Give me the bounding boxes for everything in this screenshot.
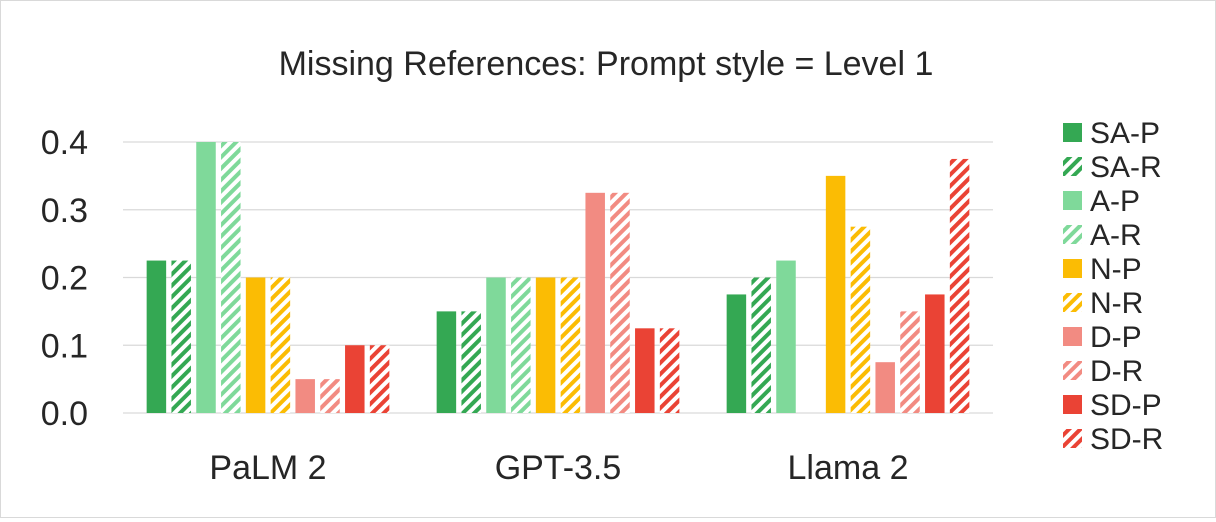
bar-palm-2-sd-r	[369, 345, 390, 413]
bar-gpt-3-5-sd-r	[659, 328, 680, 413]
bar-gpt-3-5-d-p	[585, 192, 605, 413]
legend-label-d-p: D-P	[1090, 321, 1142, 354]
legend-label-d-r: D-R	[1090, 355, 1143, 388]
legend-label-sd-p: SD-P	[1090, 389, 1162, 422]
grid-lines	[123, 141, 993, 414]
bar-llama-2-d-r	[900, 311, 920, 413]
bar-gpt-3-5-d-r	[610, 192, 630, 413]
y-axis-ticks: 0.0 0.1 0.2 0.3 0.4	[41, 124, 88, 433]
bar-gpt-3-5-n-p	[535, 277, 556, 413]
bar-llama-2-d-p	[875, 362, 895, 413]
bar-llama-2-n-p	[825, 175, 846, 413]
y-tick-label: 0.1	[41, 327, 88, 365]
x-axis-ticks: PaLM 2 GPT-3.5 Llama 2	[209, 449, 908, 487]
legend-label-n-r: N-R	[1090, 287, 1143, 320]
legend-label-a-r: A-R	[1090, 219, 1142, 252]
legend-label-a-p: A-P	[1090, 185, 1140, 218]
bar-palm-2-n-p	[245, 277, 266, 413]
bar-llama-2-n-r	[850, 226, 871, 413]
chart-title: Missing References: Prompt style = Level…	[279, 45, 934, 83]
legend-swatch-d-r	[1063, 361, 1082, 380]
legend-swatch-a-p	[1063, 191, 1082, 210]
bar-palm-2-a-r	[221, 142, 241, 413]
bar-gpt-3-5-sa-r	[461, 311, 481, 413]
bar-gpt-3-5-sd-p	[635, 328, 655, 413]
y-tick-label: 0.4	[41, 124, 88, 162]
bar-llama-2-sa-p	[726, 294, 747, 413]
bar-palm-2-sd-p	[345, 345, 365, 413]
bar-palm-2-d-r	[320, 379, 340, 413]
legend-swatch-n-p	[1063, 259, 1082, 278]
legend-swatch-d-p	[1063, 327, 1082, 346]
bar-llama-2-sd-r	[949, 158, 970, 413]
y-tick-label: 0.2	[41, 260, 88, 298]
y-tick-label: 0.0	[41, 395, 88, 433]
legend-label-sa-p: SA-P	[1090, 117, 1160, 150]
legend-label-n-p: N-P	[1090, 253, 1142, 286]
legend-label-sd-r: SD-R	[1090, 423, 1163, 456]
bar-gpt-3-5-sa-p	[436, 311, 457, 413]
bar-palm-2-sa-r	[171, 260, 191, 413]
bar-palm-2-sa-p	[146, 260, 167, 413]
bar-llama-2-sa-r	[751, 277, 771, 413]
y-tick-label: 0.3	[41, 192, 88, 230]
bar-llama-2-sd-p	[925, 294, 945, 413]
x-tick-label: Llama 2	[788, 449, 909, 487]
legend: SA-PSA-RA-PA-RN-PN-RD-PD-RSD-PSD-R	[1063, 117, 1163, 456]
x-tick-label: GPT-3.5	[495, 449, 622, 487]
legend-swatch-a-r	[1063, 225, 1082, 244]
legend-swatch-sd-r	[1063, 429, 1082, 448]
x-tick-label: PaLM 2	[209, 449, 326, 487]
bar-palm-2-d-p	[295, 379, 315, 413]
bar-gpt-3-5-a-p	[486, 277, 506, 413]
bar-gpt-3-5-a-r	[511, 277, 531, 413]
bar-llama-2-a-p	[776, 260, 796, 413]
legend-swatch-sd-p	[1063, 395, 1082, 414]
legend-swatch-n-r	[1063, 293, 1082, 312]
bar-gpt-3-5-n-r	[560, 277, 581, 413]
bars	[146, 142, 970, 413]
legend-swatch-sa-p	[1063, 123, 1082, 142]
bar-palm-2-a-p	[196, 142, 216, 413]
bar-palm-2-n-r	[270, 277, 291, 413]
legend-label-sa-r: SA-R	[1090, 151, 1162, 184]
legend-swatch-sa-r	[1063, 157, 1082, 176]
